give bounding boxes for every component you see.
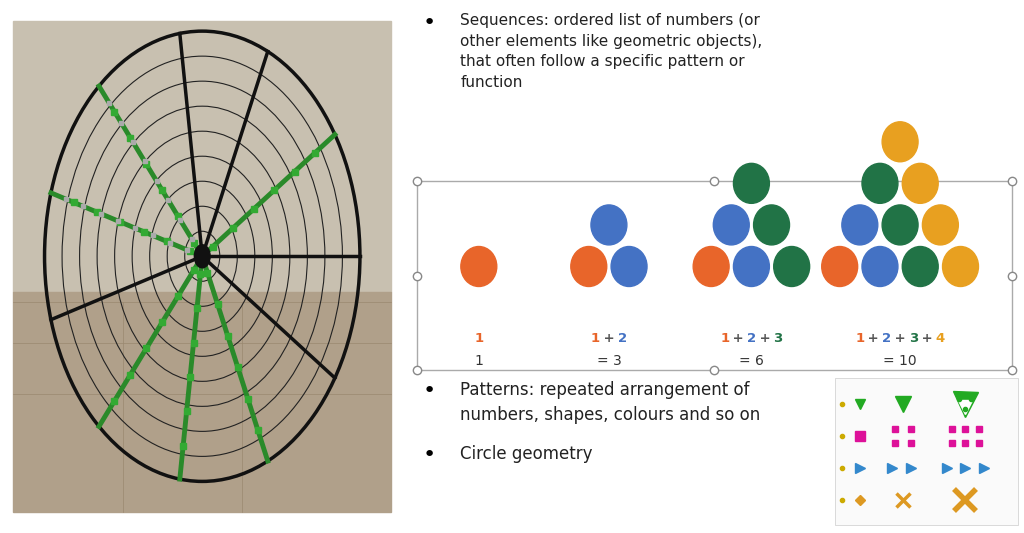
Text: 1: 1: [474, 354, 483, 368]
Text: •: •: [423, 445, 436, 465]
Text: 1: 1: [720, 332, 729, 345]
Ellipse shape: [733, 246, 769, 287]
FancyBboxPatch shape: [417, 181, 1012, 370]
Ellipse shape: [714, 205, 750, 245]
Ellipse shape: [733, 163, 769, 204]
Text: 1: 1: [591, 332, 600, 345]
Text: = 3: = 3: [597, 354, 622, 368]
Text: 1: 1: [856, 332, 864, 345]
Text: +: +: [890, 332, 910, 345]
Ellipse shape: [774, 246, 810, 287]
Ellipse shape: [902, 246, 938, 287]
Text: 2: 2: [617, 332, 627, 345]
Text: 2: 2: [746, 332, 756, 345]
Bar: [835, 378, 1018, 525]
Ellipse shape: [923, 205, 958, 245]
Ellipse shape: [882, 122, 919, 162]
Ellipse shape: [862, 246, 898, 287]
Text: +: +: [863, 332, 884, 345]
Text: 3: 3: [773, 332, 782, 345]
Text: •: •: [423, 381, 436, 401]
Bar: [13, 292, 391, 512]
Text: Sequences: ordered list of numbers (or
other elements like geometric objects),
t: Sequences: ordered list of numbers (or o…: [460, 13, 763, 90]
Text: +: +: [755, 332, 775, 345]
Ellipse shape: [862, 163, 898, 204]
Text: 1: 1: [474, 332, 483, 345]
Ellipse shape: [591, 205, 627, 245]
Text: = 10: = 10: [884, 354, 916, 368]
Text: +: +: [599, 332, 620, 345]
Text: 4: 4: [936, 332, 945, 345]
Text: 2: 2: [883, 332, 891, 345]
Ellipse shape: [611, 246, 647, 287]
Ellipse shape: [942, 246, 979, 287]
Bar: [13, 21, 391, 292]
Text: Patterns: repeated arrangement of
numbers, shapes, colours and so on: Patterns: repeated arrangement of number…: [460, 381, 761, 424]
Ellipse shape: [570, 246, 607, 287]
Ellipse shape: [195, 245, 210, 268]
Text: Circle geometry: Circle geometry: [460, 445, 593, 463]
Ellipse shape: [902, 163, 938, 204]
Ellipse shape: [461, 246, 497, 287]
Text: +: +: [916, 332, 937, 345]
Ellipse shape: [754, 205, 790, 245]
Text: +: +: [728, 332, 749, 345]
Ellipse shape: [693, 246, 729, 287]
Ellipse shape: [882, 205, 919, 245]
Ellipse shape: [842, 205, 878, 245]
Text: 3: 3: [908, 332, 919, 345]
Text: = 6: = 6: [739, 354, 764, 368]
Ellipse shape: [821, 246, 858, 287]
Text: •: •: [423, 13, 436, 34]
